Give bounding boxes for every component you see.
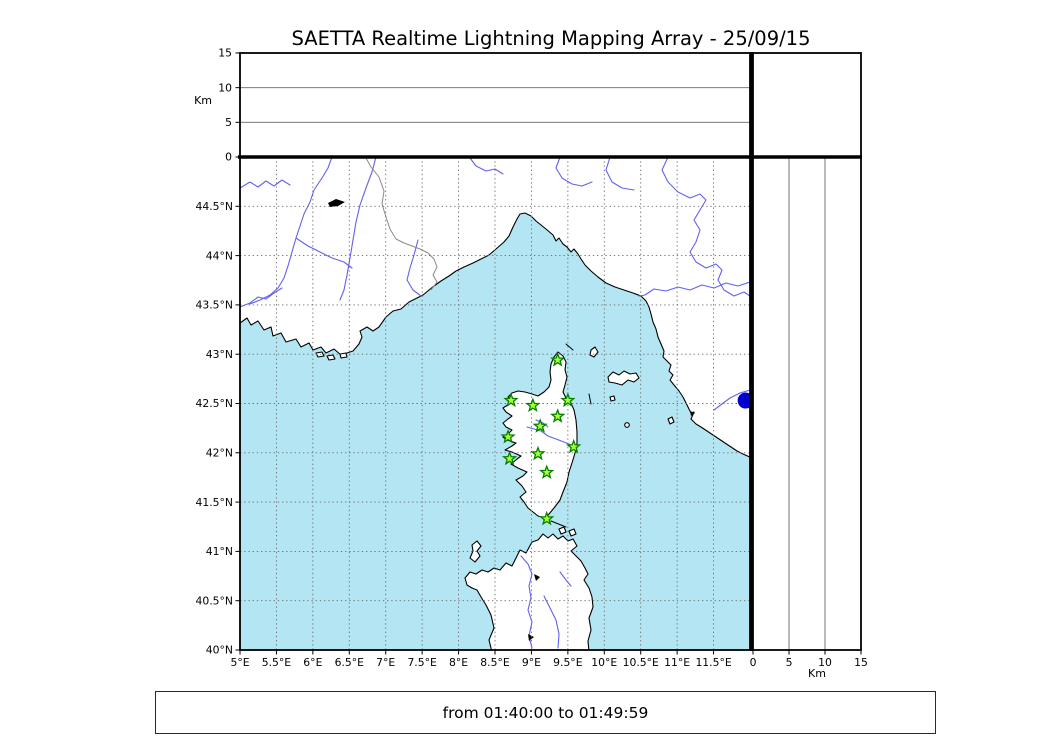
station-star-marker [503,392,519,408]
station-star-marker [550,352,566,367]
lat-tick-label: 42.5°N [195,397,233,410]
france-italy-border [365,157,438,291]
corner-box-frame [752,52,862,158]
lon-tick-label: 9.5°E [553,656,583,669]
lon-tick-label: 11°E [664,656,690,669]
lakes [328,199,695,641]
station-star-marker [501,450,518,466]
lat-tick-label: 42°N [206,447,233,460]
station-star-marker [500,428,516,444]
station-star-marker [550,408,566,423]
mainland-coastline [240,157,750,458]
time-range-box: from 01:40:00 to 01:49:59 [155,691,936,734]
station-star-marker [566,438,582,454]
station-star-marker [538,510,555,526]
right-panel-tick-label: 5 [786,656,793,669]
lat-tick-label: 40.5°N [195,594,233,607]
lon-tick-label: 5°E [230,656,249,669]
time-range-text: from 01:40:00 to 01:49:59 [442,703,649,722]
lon-tick-label: 5.5°E [262,656,292,669]
lon-tick-label: 8.5°E [480,656,510,669]
altitude-axis-unit: Km [194,94,212,107]
page-title: SAETTA Realtime Lightning Mapping Array … [291,27,811,50]
latlon-grid [240,157,750,650]
right-panel-gridlines [788,157,826,650]
altitude-panel-frame [239,52,751,158]
right-panel-tick-label: 10 [818,656,832,669]
altitude-tick-label: 5 [225,116,232,129]
lat-tick-label: 44°N [206,249,233,262]
right-panel-tick-label: 0 [750,656,757,669]
right-axis-unit: Km [808,667,826,680]
lat-tick-label: 40°N [206,644,233,657]
lon-tick-label: 7.5°E [407,656,437,669]
right-panel-frame [752,156,862,651]
lon-tick-label: 10°E [591,656,617,669]
lat-tick-label: 43.5°N [195,299,233,312]
lat-tick-label: 44.5°N [195,200,233,213]
altitude-tick-label: 0 [225,151,232,164]
hyeres-islands [315,351,348,361]
station-star-marker [532,418,548,433]
altitude-tick-label: 15 [218,47,232,60]
altitude-tick-label: 10 [218,81,232,94]
altitude-panel-gridlines [240,87,750,123]
station-star-marker [525,397,541,412]
montecristo-island [624,422,630,428]
maddalena-islands [558,526,577,537]
station-markers-group [500,352,582,526]
lon-tick-label: 8°E [449,656,468,669]
lon-tick-label: 6.5°E [335,656,365,669]
capraia-island [589,346,599,358]
lon-tick-label: 7°E [376,656,395,669]
lon-tick-label: 6°E [303,656,322,669]
lon-tick-label: 11.5°E [695,656,731,669]
station-star-marker [560,392,576,408]
station-star-marker [538,464,555,480]
islet-lines [550,343,592,528]
lon-tick-label: 10.5°E [623,656,659,669]
pianosa-island [609,395,616,402]
right-panel-tick-label: 15 [854,656,868,669]
lightning-event-dot [737,392,750,409]
elba-island [607,370,640,386]
lat-tick-label: 41.5°N [195,496,233,509]
axis-labels: 5°E 5.5°E 6°E 6.5°E 7°E 7.5°E 8°E 8.5°E 9°E 9.5°E… [195,47,867,669]
giglio-island [667,416,675,425]
lightning-event-group [737,392,750,409]
lightning-map-plot: 5°E 5.5°E 6°E 6.5°E 7°E 7.5°E 8°E 8.5°E 9°E 9.5°E… [194,47,868,680]
lat-tick-label: 41°N [206,545,233,558]
lon-tick-label: 9°E [522,656,541,669]
corsica-landmass [502,351,578,519]
lat-tick-label: 43°N [206,348,233,361]
station-star-marker [530,445,546,461]
sardinia-landmass [464,533,594,650]
map-panel [240,157,750,650]
axis-ticks [235,52,862,655]
